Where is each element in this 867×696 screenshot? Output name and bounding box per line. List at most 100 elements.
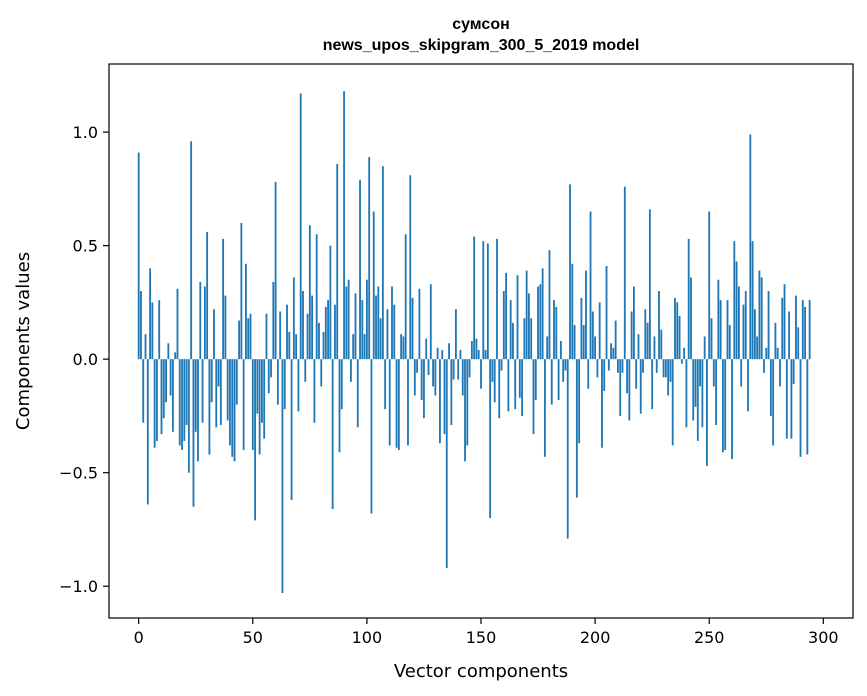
bar <box>708 211 711 360</box>
bar <box>137 152 140 360</box>
bar <box>756 336 759 360</box>
bar <box>359 179 361 360</box>
x-axis-label: Vector components <box>394 661 568 682</box>
bar <box>370 359 373 514</box>
bar <box>591 311 594 360</box>
bar <box>733 241 736 360</box>
bar <box>178 359 181 446</box>
bar <box>315 234 318 360</box>
bar <box>160 359 163 435</box>
bar <box>270 359 272 378</box>
bar <box>283 359 286 410</box>
bar <box>445 359 448 569</box>
chart-title: сумсон <box>452 16 510 33</box>
bar <box>703 336 706 360</box>
bars-group <box>137 91 811 594</box>
bar <box>452 359 455 380</box>
bar <box>299 93 302 360</box>
y-tick-label: −0.5 <box>59 464 98 483</box>
bar <box>375 295 377 360</box>
bar <box>219 359 222 425</box>
bar <box>240 222 243 360</box>
bar <box>623 186 626 360</box>
x-tick-label: 200 <box>580 628 611 647</box>
bar <box>728 325 731 360</box>
bar <box>324 306 327 360</box>
bar <box>550 359 553 405</box>
bar <box>696 359 699 441</box>
bar <box>167 343 170 360</box>
bar <box>562 359 565 382</box>
bar <box>267 359 270 394</box>
bar <box>781 297 784 360</box>
bar <box>331 359 334 510</box>
bar <box>242 359 245 450</box>
bar <box>573 325 576 360</box>
bar <box>553 300 555 360</box>
bar <box>222 238 225 360</box>
bar <box>292 277 295 360</box>
bar <box>669 359 672 382</box>
bar <box>144 334 147 360</box>
bar <box>274 182 277 360</box>
bar <box>393 304 396 360</box>
bar <box>594 336 597 360</box>
bar <box>687 238 690 360</box>
bar <box>557 359 560 401</box>
bar <box>605 266 608 360</box>
bar <box>468 359 471 378</box>
bar <box>792 359 795 385</box>
bar <box>365 279 368 360</box>
bar <box>578 359 581 444</box>
bar <box>528 293 530 360</box>
bar <box>187 359 190 473</box>
bar <box>256 359 259 414</box>
bar <box>717 279 720 360</box>
bar <box>678 316 681 360</box>
bar <box>664 359 667 378</box>
bar <box>183 359 186 441</box>
bar <box>320 359 323 387</box>
bar <box>500 359 503 371</box>
bar <box>210 359 213 403</box>
bar <box>354 293 357 360</box>
bar <box>747 359 749 412</box>
bar <box>537 286 539 360</box>
bar <box>217 359 220 387</box>
y-axis-label: Components values <box>13 252 34 430</box>
bar <box>706 359 708 466</box>
bar <box>523 318 526 360</box>
bar <box>692 359 695 421</box>
bar <box>352 334 355 360</box>
bar <box>598 302 601 360</box>
bar <box>245 263 247 360</box>
bar <box>601 359 603 448</box>
y-tick-label: 0.0 <box>73 350 98 369</box>
bar <box>140 291 142 360</box>
bar <box>489 359 492 519</box>
bar <box>397 359 400 450</box>
x-tick-label: 0 <box>134 628 144 647</box>
bar <box>539 284 542 360</box>
bar <box>614 320 617 360</box>
bar <box>779 359 781 387</box>
bar <box>804 306 806 360</box>
y-tick-label: 0.5 <box>73 237 98 256</box>
bar <box>480 359 482 389</box>
bar <box>457 359 460 380</box>
bar <box>580 297 583 360</box>
bar <box>311 295 314 360</box>
bar <box>710 318 713 360</box>
bar <box>514 359 517 410</box>
bar <box>683 347 686 360</box>
bar <box>628 359 631 421</box>
bar <box>617 359 619 373</box>
bar <box>425 338 428 360</box>
bar <box>685 359 688 428</box>
bar <box>543 359 546 457</box>
bar <box>249 313 252 360</box>
plot-area-frame <box>108 63 854 619</box>
bar <box>361 300 364 360</box>
bar <box>423 359 425 419</box>
bar <box>251 359 254 450</box>
